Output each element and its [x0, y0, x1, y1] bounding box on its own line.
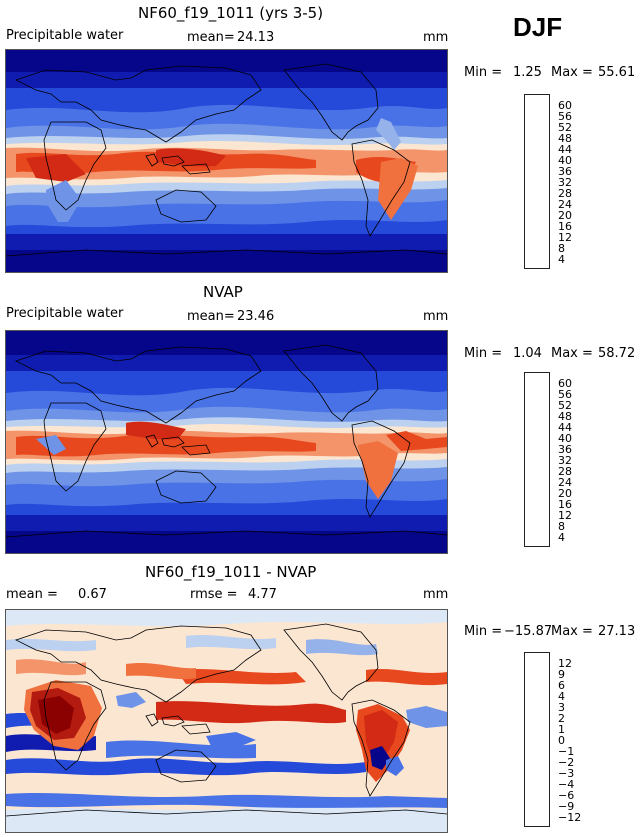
colorbar-label: 6 — [558, 679, 565, 692]
colorbar-label: 20 — [558, 209, 572, 222]
colorbar-label: 4 — [558, 690, 565, 703]
colorbar-label: 12 — [558, 509, 572, 522]
colorbar-label: 16 — [558, 498, 572, 511]
panel2-colorbar — [524, 372, 550, 547]
panel2-title: NVAP — [203, 283, 243, 301]
colorbar-label: 44 — [558, 143, 572, 156]
colorbar-label: 60 — [558, 99, 572, 112]
colorbar-label: 1 — [558, 723, 565, 736]
panel1-variable-label: Precipitable water — [6, 28, 124, 43]
panel3-max-value: 27.13 — [598, 624, 636, 639]
colorbar-label: 2 — [558, 712, 565, 725]
colorbar-label: 40 — [558, 154, 572, 167]
colorbar-label: 8 — [558, 242, 565, 255]
colorbar-label: 56 — [558, 388, 572, 401]
colorbar-label: 44 — [558, 421, 572, 434]
colorbar-label: 40 — [558, 432, 572, 445]
season-label: DJF — [513, 12, 563, 42]
panel3-min-label: Min = — [464, 624, 503, 639]
colorbar-label: 32 — [558, 176, 572, 189]
colorbar-label: 32 — [558, 454, 572, 467]
colorbar-label: −1 — [558, 745, 575, 758]
panel2-units: mm — [423, 309, 449, 324]
panel2-min-label: Min = — [464, 346, 503, 361]
panel1-mean-label: mean= — [187, 30, 235, 45]
colorbar-label: 3 — [558, 701, 565, 714]
colorbar-label: 28 — [558, 187, 572, 200]
panel2-mean-label: mean= — [187, 309, 235, 324]
panel3-mean-label: mean = — [6, 587, 58, 602]
panel3-colorbar — [524, 652, 550, 827]
colorbar-label: −4 — [558, 778, 575, 791]
panel1-max-value: 55.61 — [598, 65, 636, 80]
panel1-max-label: Max = — [551, 65, 593, 80]
colorbar-label: 24 — [558, 476, 572, 489]
panel2-min-value: 1.04 — [513, 346, 542, 361]
colorbar-label: 0 — [558, 734, 565, 747]
panel1-title: NF60_f19_1011 (yrs 3-5) — [138, 4, 324, 22]
colorbar-label: 52 — [558, 121, 572, 134]
panel2-max-label: Max = — [551, 346, 593, 361]
colorbar-label: 28 — [558, 465, 572, 478]
colorbar-label: 48 — [558, 410, 572, 423]
colorbar-label: 9 — [558, 668, 565, 681]
colorbar-label: −2 — [558, 756, 575, 769]
panel1-colorbar — [524, 94, 550, 269]
colorbar-label: 24 — [558, 198, 572, 211]
panel2-max-value: 58.72 — [598, 346, 636, 361]
colorbar-label: 12 — [558, 231, 572, 244]
panel3-units: mm — [423, 587, 449, 602]
panel3-rmse-label: rmse = — [190, 587, 238, 602]
panel3-title: NF60_f19_1011 - NVAP — [145, 563, 317, 581]
colorbar-label: 12 — [558, 657, 572, 670]
panel3-max-label: Max = — [551, 624, 593, 639]
colorbar-label: 48 — [558, 132, 572, 145]
panel3-rmse-value: 4.77 — [248, 587, 277, 602]
colorbar-label: 20 — [558, 487, 572, 500]
colorbar-label: −12 — [558, 811, 582, 824]
panel1-mean-value: 24.13 — [237, 30, 275, 45]
panel3-min-value: −15.87 — [504, 624, 553, 639]
colorbar-label: 60 — [558, 377, 572, 390]
panel1-map — [5, 49, 448, 273]
colorbar-label: 16 — [558, 220, 572, 233]
colorbar-label: 56 — [558, 110, 572, 123]
colorbar-label: 4 — [558, 253, 565, 266]
panel3-mean-value: 0.67 — [78, 587, 107, 602]
colorbar-label: −9 — [558, 800, 575, 813]
colorbar-label: 8 — [558, 520, 565, 533]
colorbar-label: −6 — [558, 789, 575, 802]
colorbar-label: 36 — [558, 165, 572, 178]
panel1-min-value: 1.25 — [513, 65, 542, 80]
colorbar-label: 52 — [558, 399, 572, 412]
panel2-map — [5, 330, 448, 554]
panel2-mean-value: 23.46 — [237, 309, 275, 324]
panel3-map — [5, 609, 448, 833]
colorbar-label: 4 — [558, 531, 565, 544]
colorbar-label: 36 — [558, 443, 572, 456]
panel2-variable-label: Precipitable water — [6, 306, 124, 321]
panel1-units: mm — [423, 30, 449, 45]
panel1-min-label: Min = — [464, 65, 503, 80]
colorbar-label: −3 — [558, 767, 575, 780]
